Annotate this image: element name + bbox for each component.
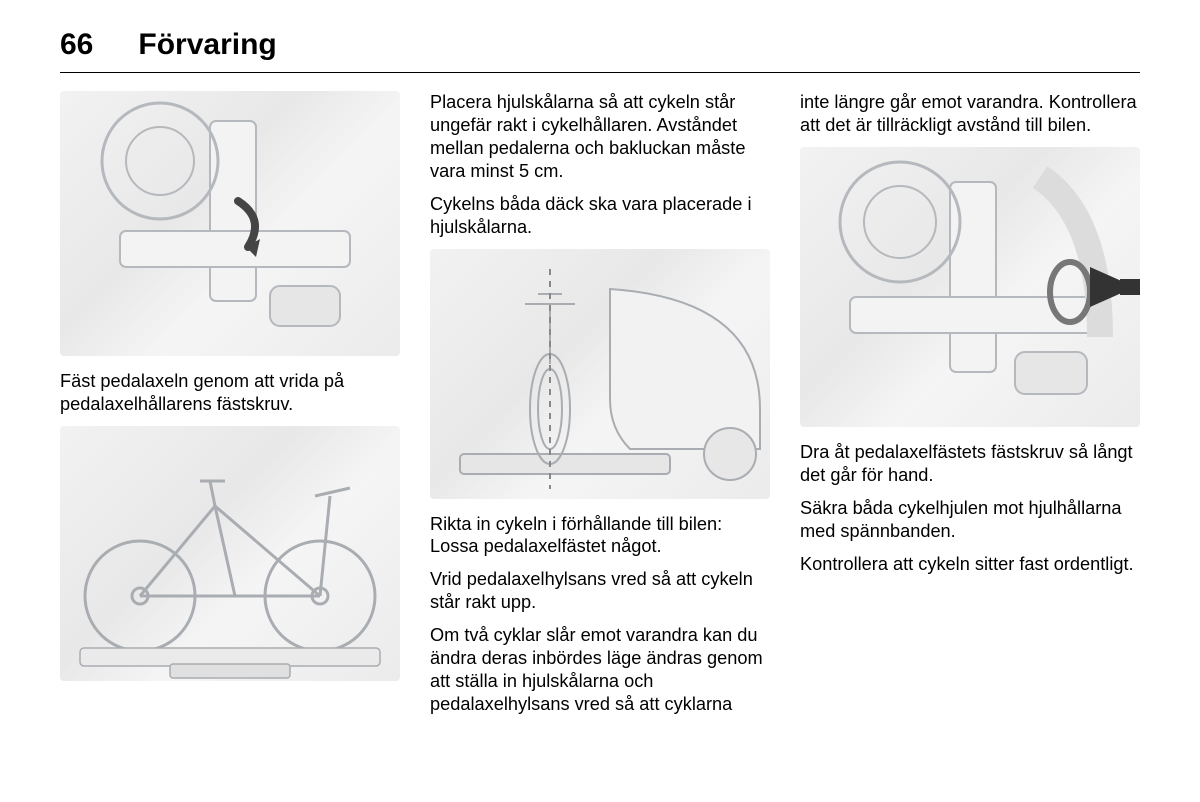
col2-paragraph-3: Rikta in cykeln i förhållande till bilen… [430, 513, 770, 559]
figure-bike-side-view [60, 426, 400, 681]
page-number: 66 [60, 28, 93, 62]
col2-paragraph-2: Cykelns båda däck ska vara placerade i h… [430, 193, 770, 239]
figure-bike-on-car [430, 249, 770, 499]
figure-pedal-mount-closeup [60, 91, 400, 356]
col3-paragraph-3: Säkra båda cykelhjulen mot hjulhållarna … [800, 497, 1140, 543]
col1-paragraph-1: Fäst pedalaxeln genom att vrida på pedal… [60, 370, 400, 416]
column-2: Placera hjulskålarna så att cykeln står … [430, 91, 770, 726]
col3-paragraph-1: inte längre går emot varandra. Kontrolle… [800, 91, 1140, 137]
figure-pedal-mount-arrow [800, 147, 1140, 427]
column-3: inte längre går emot varandra. Kontrolle… [800, 91, 1140, 726]
page-header: 66 Förvaring [60, 28, 1140, 73]
content-columns: Fäst pedalaxeln genom att vrida på pedal… [60, 91, 1140, 726]
col2-paragraph-1: Placera hjulskålarna så att cykeln står … [430, 91, 770, 183]
section-title: Förvaring [138, 28, 276, 62]
col2-paragraph-5: Om två cyklar slår emot varandra kan du … [430, 624, 770, 716]
col2-paragraph-4: Vrid pedalaxelhylsans vred så att cykeln… [430, 568, 770, 614]
column-1: Fäst pedalaxeln genom att vrida på pedal… [60, 91, 400, 726]
col3-paragraph-4: Kontrollera att cykeln sitter fast orden… [800, 553, 1140, 576]
col3-paragraph-2: Dra åt pedalaxelfästets fästskruv så lån… [800, 441, 1140, 487]
